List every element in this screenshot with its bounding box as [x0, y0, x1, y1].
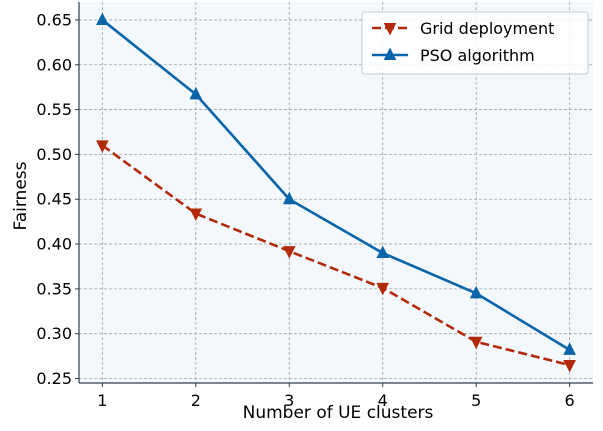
series-pso-algorithm — [96, 12, 576, 355]
data-point-marker — [189, 208, 203, 222]
y-axis-label: Fairness — [11, 161, 31, 230]
legend-swatch-marker — [383, 22, 397, 36]
y-tick-label: 0.65 — [36, 10, 72, 29]
data-point-marker — [96, 140, 109, 153]
data-point-marker — [376, 282, 390, 296]
legend-label: PSO algorithm — [420, 46, 535, 65]
tick-labels: 1 2 3 4 5 6 0.25 0.30 0.35 0.40 0.45 0.50 0.55 0.60 0.… — [36, 10, 574, 410]
data-point-marker — [282, 246, 296, 259]
y-tick-label: 0.50 — [36, 145, 72, 164]
x-tick-label: 1 — [97, 391, 107, 410]
y-tick-label: 0.55 — [36, 100, 72, 119]
y-tick-label: 0.30 — [36, 324, 72, 343]
data-point-marker — [376, 245, 390, 259]
series-line — [101, 144, 570, 367]
data-point-marker — [189, 86, 203, 100]
data-point-marker — [469, 336, 483, 350]
series-grid-deployment — [96, 140, 576, 373]
y-tick-label: 0.25 — [36, 369, 72, 388]
series-line — [101, 18, 571, 351]
data-point-marker — [96, 12, 109, 25]
legend-swatch-marker — [383, 47, 397, 61]
series-layer — [96, 12, 576, 373]
legend: Grid deployment PSO algorithm — [361, 11, 589, 75]
y-tick-label: 0.40 — [36, 235, 72, 254]
data-point-marker — [563, 342, 576, 355]
data-point-marker — [563, 360, 576, 373]
x-tick-label: 3 — [284, 391, 294, 410]
data-point-marker — [282, 191, 296, 205]
y-tick-label: 0.45 — [36, 190, 72, 209]
data-point-marker — [469, 285, 483, 299]
legend-label: Grid deployment — [420, 19, 554, 38]
x-tick-label: 6 — [565, 391, 575, 410]
x-tick-label: 4 — [378, 391, 388, 410]
x-axis-label: Number of UE clusters — [243, 403, 434, 423]
legend-box — [361, 11, 589, 75]
y-tick-label: 0.60 — [36, 55, 72, 74]
x-tick-label: 2 — [191, 391, 201, 410]
y-tick-label: 0.35 — [36, 279, 72, 298]
axes — [78, 2, 593, 384]
x-tick-label: 5 — [471, 391, 481, 410]
